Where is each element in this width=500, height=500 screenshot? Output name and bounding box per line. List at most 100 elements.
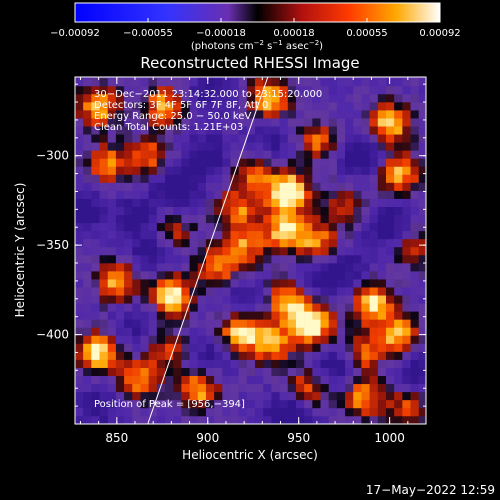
heatmap-cell	[271, 367, 280, 377]
heatmap-cell	[75, 391, 84, 401]
heatmap-cell	[410, 118, 420, 127]
heatmap-cell	[271, 85, 280, 95]
heatmap-cell	[189, 295, 199, 304]
heatmap-cell	[295, 254, 305, 264]
heatmap-cell	[328, 142, 338, 151]
heatmap-cell	[320, 230, 329, 240]
heatmap-cell	[75, 77, 84, 87]
heatmap-cell	[295, 295, 305, 304]
heatmap-cell	[132, 222, 141, 232]
heatmap-cell	[189, 383, 199, 393]
heatmap-cell	[312, 77, 321, 87]
heatmap-cell	[279, 110, 289, 119]
heatmap-cell	[377, 254, 387, 264]
heatmap-cell	[402, 391, 411, 401]
heatmap-cell	[304, 303, 313, 312]
heatmap-cell	[165, 335, 174, 344]
heatmap-cell	[418, 246, 426, 256]
heatmap-cell	[410, 166, 420, 175]
heatmap-cell	[353, 415, 362, 424]
heatmap-cell	[410, 222, 420, 232]
heatmap-cell	[214, 85, 223, 95]
heatmap-cell	[353, 399, 362, 409]
heatmap-cell	[75, 303, 84, 312]
heatmap-cell	[345, 303, 354, 312]
heatmap-cell	[402, 351, 411, 360]
heatmap-cell	[99, 158, 109, 167]
heatmap-cell	[148, 391, 158, 401]
heatmap-cell	[238, 303, 248, 312]
heatmap-cell	[271, 391, 280, 401]
heatmap-cell	[181, 102, 190, 111]
heatmap-cell	[91, 214, 100, 224]
heatmap-cell	[279, 335, 289, 344]
heatmap-cell	[304, 327, 313, 336]
heatmap-cell	[124, 158, 133, 167]
heatmap-cell	[263, 150, 272, 159]
heatmap-cell	[173, 110, 182, 119]
heatmap-cell	[189, 93, 199, 103]
heatmap-cell	[377, 134, 387, 143]
heatmap-cell	[115, 367, 125, 377]
heatmap-cell	[410, 279, 420, 288]
heatmap-cell	[173, 142, 182, 151]
heatmap-cell	[197, 367, 207, 377]
heatmap-cell	[304, 230, 313, 240]
heatmap-cell	[83, 166, 92, 175]
heatmap-cell	[124, 134, 133, 143]
heatmap-cell	[385, 238, 395, 248]
heatmap-cell	[410, 142, 420, 151]
heatmap-cell	[418, 142, 426, 151]
heatmap-cell	[418, 85, 426, 95]
heatmap-cell	[197, 295, 207, 304]
heatmap-cell	[402, 279, 411, 288]
heatmap-cell	[238, 343, 248, 352]
heatmap-cell	[320, 399, 329, 409]
heatmap-cell	[295, 335, 305, 344]
heatmap-cell	[246, 190, 256, 199]
heatmap-cell	[189, 399, 199, 409]
heatmap-cell	[271, 198, 280, 207]
heatmap-cell	[394, 102, 403, 111]
heatmap-cell	[214, 230, 223, 240]
heatmap-cell	[214, 142, 223, 151]
heatmap-cell	[189, 142, 199, 151]
heatmap-cell	[189, 246, 199, 256]
heatmap-cell	[148, 295, 158, 304]
heatmap-cell	[91, 287, 100, 296]
heatmap-cell	[295, 351, 305, 360]
heatmap-cell	[328, 150, 338, 159]
heatmap-cell	[312, 327, 321, 336]
heatmap-cell	[271, 118, 280, 127]
heatmap-cell	[75, 263, 84, 272]
heatmap-cell	[132, 343, 141, 352]
heatmap-cell	[361, 102, 370, 111]
heatmap-cell	[132, 77, 141, 87]
heatmap-cell	[312, 85, 321, 95]
heatmap-cell	[345, 359, 354, 368]
heatmap-cell	[238, 102, 248, 111]
heatmap-cell	[295, 415, 305, 424]
heatmap-cell	[304, 287, 313, 296]
heatmap-cell	[91, 375, 100, 385]
heatmap-cell	[99, 287, 109, 296]
heatmap-cell	[336, 126, 346, 135]
heatmap-cell	[394, 206, 403, 216]
heatmap-cell	[148, 93, 158, 103]
heatmap-cell	[385, 77, 395, 79]
heatmap-cell	[295, 142, 305, 151]
heatmap-cell	[246, 158, 256, 167]
heatmap-cell	[385, 263, 395, 272]
heatmap-cell	[99, 126, 109, 135]
heatmap-cell	[132, 190, 141, 199]
heatmap-cell	[320, 214, 329, 224]
heatmap-cell	[148, 407, 158, 417]
heatmap-cell	[312, 279, 321, 288]
heatmap-cell	[214, 190, 223, 199]
heatmap-cell	[165, 93, 174, 103]
heatmap-cell	[230, 150, 239, 159]
heatmap-cell	[75, 375, 84, 385]
heatmap-cell	[181, 238, 190, 248]
heatmap-cell	[279, 303, 289, 312]
heatmap-cell	[99, 182, 109, 191]
